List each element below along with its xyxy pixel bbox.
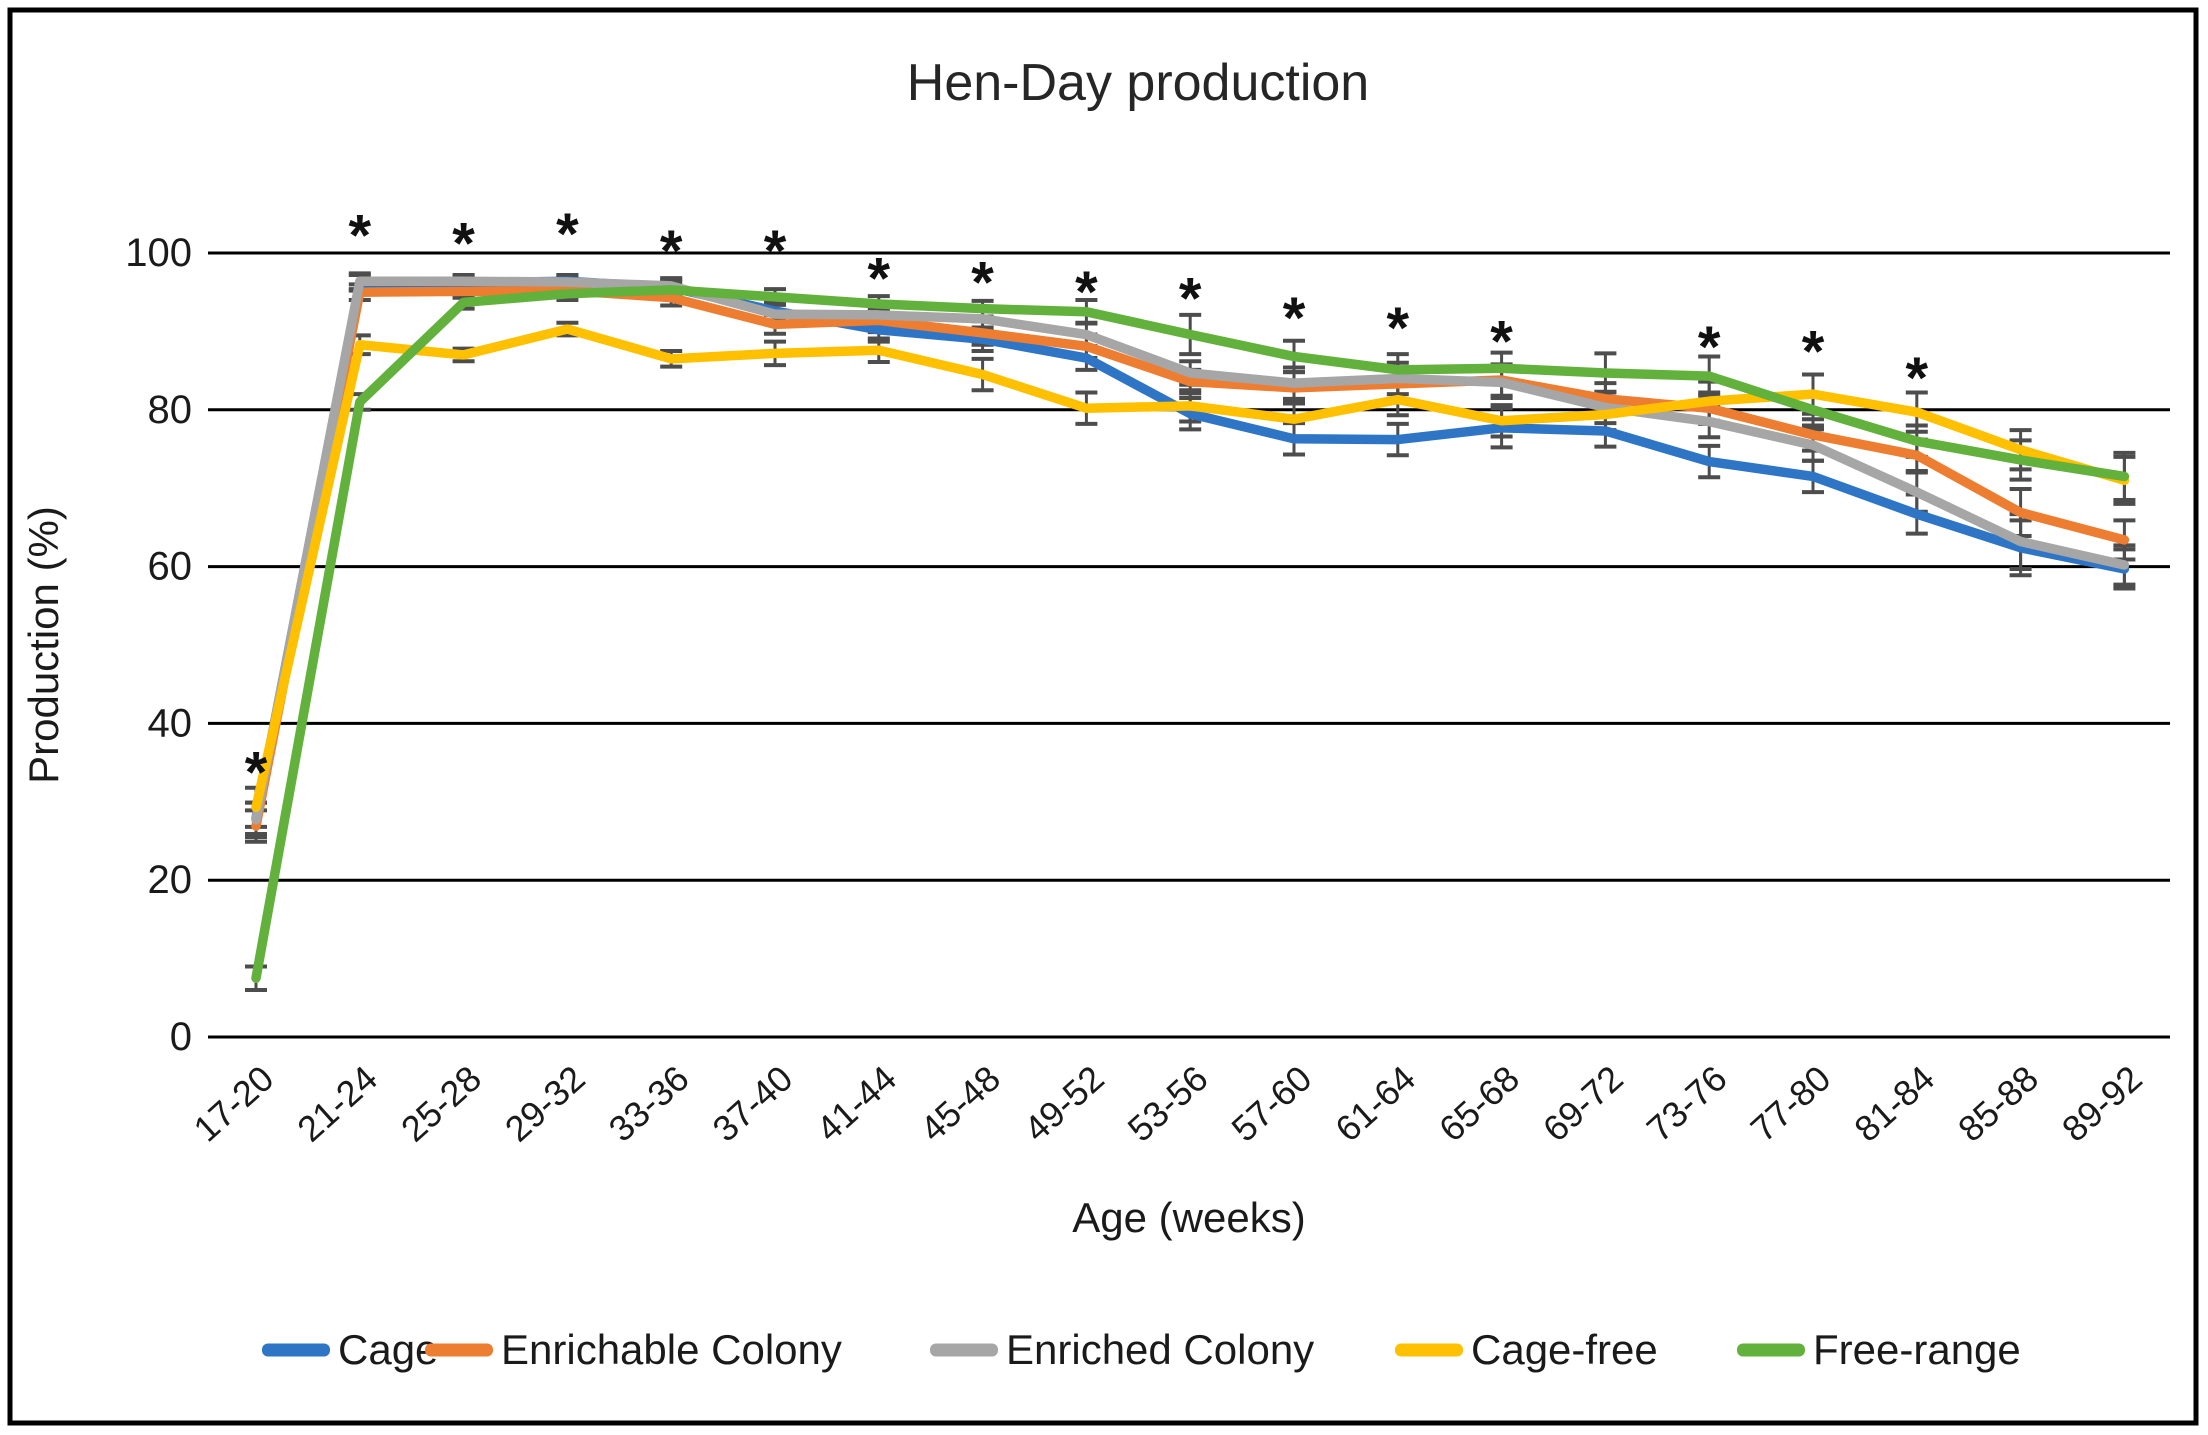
- legend: Cage Enrichable Colony Enriched Colony Cage…: [262, 1326, 2021, 1373]
- significance-asterisk: *: [1906, 346, 1929, 411]
- significance-asterisk: *: [1283, 286, 1306, 351]
- y-tick-label: 0: [170, 1015, 192, 1059]
- significance-asterisk: *: [868, 247, 891, 312]
- legend-swatch: [262, 1343, 330, 1357]
- y-tick-label: 60: [148, 545, 193, 589]
- series-line-free-range: [251, 285, 2130, 983]
- chart-title: Hen-Day production: [907, 54, 1369, 112]
- significance-asterisk: *: [971, 251, 994, 316]
- legend-swatch: [1737, 1343, 1805, 1357]
- significance-asterisk: *: [764, 219, 787, 284]
- legend-item-free-range: Free-range: [1737, 1326, 2021, 1373]
- legend-label: Enrichable Colony: [501, 1326, 842, 1373]
- significance-asterisk: *: [1490, 309, 1513, 374]
- significance-asterisk: *: [1075, 260, 1098, 325]
- y-tick-label: 20: [148, 858, 193, 902]
- legend-item-cage: Cage: [262, 1326, 438, 1373]
- legend-label: Cage-free: [1471, 1326, 1658, 1373]
- legend-item-cage-free: Cage-free: [1395, 1326, 1658, 1373]
- series-line-cage-free: [251, 324, 2130, 813]
- legend-label: Free-range: [1813, 1326, 2021, 1373]
- significance-asterisk: *: [1387, 296, 1410, 361]
- significance-asterisk: *: [349, 204, 372, 269]
- y-axis-title: Production (%): [20, 506, 67, 784]
- legend-swatch: [425, 1343, 493, 1357]
- legend-item-enriched-colony: Enriched Colony: [930, 1326, 1314, 1373]
- legend-item-enrichable-colony: Enrichable Colony: [425, 1326, 842, 1373]
- legend-swatch: [930, 1343, 998, 1357]
- y-tick-label: 80: [148, 388, 193, 432]
- significance-asterisk: *: [556, 202, 579, 267]
- significance-asterisk: *: [245, 741, 268, 806]
- significance-asterisk: *: [1802, 320, 1825, 385]
- legend-label: Cage: [338, 1326, 438, 1373]
- series-line-enriched-colony: [251, 276, 2130, 825]
- significance-asterisk: *: [452, 211, 475, 276]
- x-axis-title: Age (weeks): [1072, 1194, 1305, 1241]
- y-tick-label: 40: [148, 701, 193, 745]
- figure-border: [7, 7, 2199, 1426]
- significance-asterisk: *: [660, 219, 683, 284]
- legend-label: Enriched Colony: [1006, 1326, 1314, 1373]
- significance-asterisk: *: [1698, 315, 1721, 380]
- y-tick-label: 100: [125, 231, 192, 275]
- significance-asterisk: *: [1179, 266, 1202, 331]
- legend-swatch: [1395, 1343, 1463, 1357]
